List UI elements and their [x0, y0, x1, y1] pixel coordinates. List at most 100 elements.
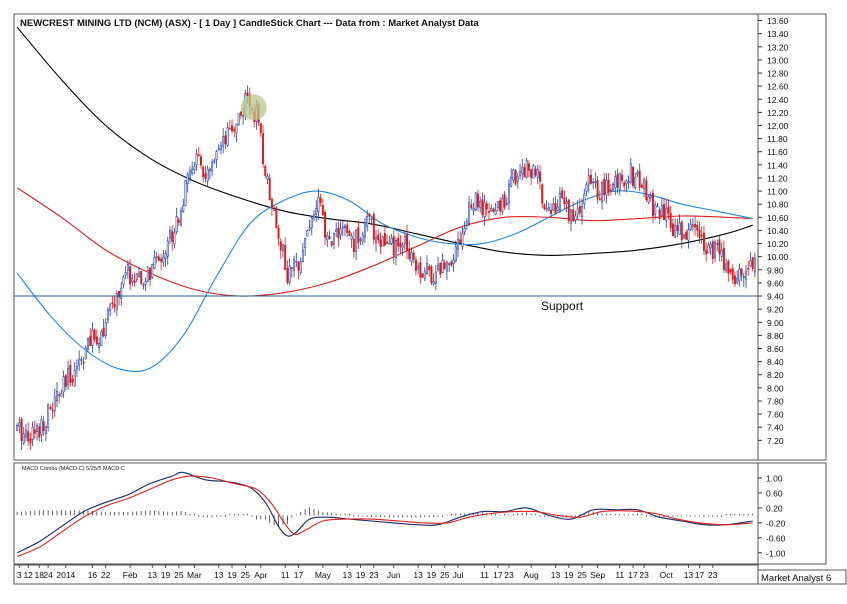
candle — [698, 221, 701, 244]
candle — [607, 172, 610, 197]
price-tick-label: 7.60 — [767, 410, 784, 420]
candle — [335, 222, 338, 238]
candle-body — [372, 213, 375, 240]
price-tick-label: 13.20 — [767, 42, 789, 52]
candle-body — [556, 206, 559, 212]
candle-body — [503, 194, 506, 208]
candle — [375, 229, 378, 252]
candle-body — [725, 263, 728, 271]
candle-body — [403, 236, 406, 245]
candle — [60, 389, 63, 397]
candle-body — [135, 273, 138, 281]
candle — [651, 189, 654, 224]
candle-body — [485, 203, 488, 210]
candle-body — [195, 153, 198, 165]
candle — [366, 209, 369, 232]
candle-body — [246, 92, 249, 96]
candle-body — [541, 184, 544, 204]
candle-body — [350, 235, 353, 240]
candle-body — [676, 225, 679, 231]
candle-body — [716, 243, 719, 245]
candle-body — [24, 430, 27, 437]
candle — [605, 173, 608, 204]
price-tick-label: 13.00 — [767, 55, 789, 65]
candle-body — [576, 208, 579, 215]
candle — [738, 263, 741, 287]
candle — [89, 328, 92, 347]
price-tick-label: 11.60 — [767, 147, 788, 157]
candle — [133, 272, 136, 287]
candle — [505, 197, 508, 206]
candle — [392, 230, 395, 265]
candle-body — [47, 403, 50, 428]
candle-body — [428, 265, 431, 271]
candle — [541, 183, 544, 209]
candle — [426, 255, 428, 276]
candle-body — [714, 241, 716, 258]
candle-body — [530, 169, 533, 178]
candle-body — [29, 438, 32, 444]
candle — [620, 169, 623, 184]
price-candles — [16, 85, 756, 450]
candle — [104, 318, 107, 339]
candle — [308, 219, 311, 231]
macd-tick-label: 1.00 — [766, 473, 783, 483]
candle — [293, 255, 296, 278]
candle-body — [445, 262, 448, 272]
candle-body — [614, 176, 617, 189]
candle-body — [472, 208, 475, 212]
price-tick-label: 10.80 — [767, 200, 789, 210]
candle — [204, 166, 207, 183]
date-tick-label: 19 — [356, 570, 366, 580]
candle-body — [237, 113, 240, 126]
candle — [729, 268, 732, 275]
candle — [656, 202, 659, 208]
candle — [406, 224, 409, 260]
candle-body — [450, 261, 453, 266]
candle-body — [565, 201, 568, 205]
candle-body — [87, 338, 89, 350]
date-tick-label: 13 — [148, 570, 158, 580]
candle-body — [570, 209, 572, 224]
candle-body — [514, 170, 517, 185]
candle — [42, 416, 45, 436]
candle — [618, 172, 621, 196]
candle — [399, 235, 402, 254]
candle-body — [44, 426, 47, 434]
candle — [523, 163, 526, 178]
candle-body — [698, 229, 701, 239]
candle — [598, 190, 601, 201]
candle-body — [62, 376, 65, 393]
candle — [408, 240, 411, 262]
candle — [71, 375, 74, 387]
candle-body — [583, 193, 586, 205]
date-tick-label: Oct — [660, 570, 674, 580]
candle-body — [262, 133, 265, 164]
candle-body — [439, 262, 442, 275]
candle — [516, 172, 519, 189]
candle — [75, 359, 78, 378]
chart-title: NEWCREST MINING LTD (NCM) (ASX) - [ 1 Da… — [20, 18, 479, 29]
candle-body — [567, 199, 570, 222]
candle — [228, 119, 231, 130]
candle-body — [587, 175, 590, 185]
candle — [547, 202, 550, 211]
candle — [120, 281, 123, 306]
macd-tick-label: -0.20 — [766, 518, 786, 528]
candle — [634, 172, 637, 190]
candle — [445, 260, 448, 280]
candle-body — [339, 228, 342, 236]
candle — [645, 176, 648, 203]
candle — [297, 260, 300, 280]
candle-body — [277, 228, 280, 239]
candle-body — [288, 265, 291, 283]
candle-body — [98, 343, 101, 348]
candle-body — [505, 203, 508, 205]
candle — [208, 167, 211, 180]
candle-body — [259, 123, 262, 134]
candle — [126, 259, 129, 280]
candle — [195, 148, 198, 171]
candle-body — [683, 234, 685, 238]
candle — [676, 218, 679, 237]
candle-body — [177, 219, 180, 223]
